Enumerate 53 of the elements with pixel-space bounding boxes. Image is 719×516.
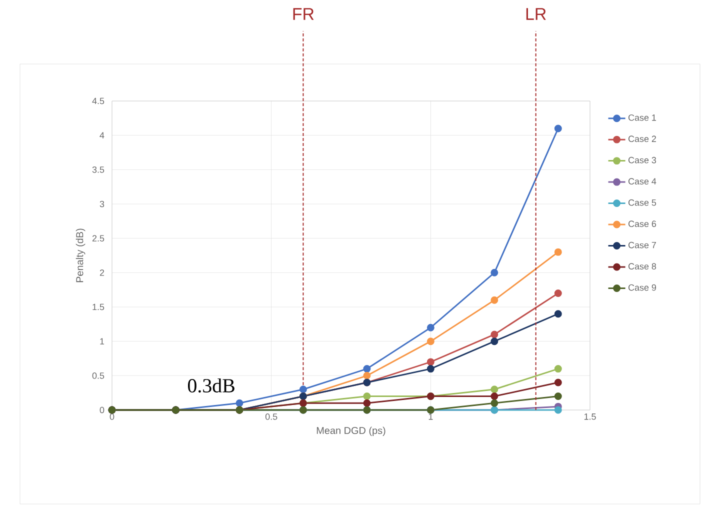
point: [490, 386, 498, 394]
point: [554, 248, 562, 256]
y-tick-label: 0: [100, 406, 104, 414]
y-axis-title: Penalty (dB): [76, 228, 86, 282]
point: [554, 406, 562, 414]
x-tick-label: 1.5: [584, 414, 596, 420]
point: [426, 358, 434, 366]
point: [554, 378, 562, 386]
legend-label: Case 6: [628, 220, 656, 228]
point: [490, 268, 498, 276]
legend-label: Case 3: [628, 156, 656, 164]
y-tick-label: 0.5: [92, 372, 104, 379]
legend-label: Case 8: [628, 263, 656, 270]
x-tick-label: 1: [428, 414, 433, 420]
point: [554, 124, 562, 132]
y-tick-label: 3: [100, 200, 104, 208]
ref-line-label: FR: [293, 8, 314, 20]
y-tick-label: 1.5: [92, 304, 104, 310]
y-tick-label: 4.5: [92, 98, 104, 104]
point: [554, 310, 562, 318]
y-tick-label: 4: [100, 132, 104, 138]
x-tick-label: 0: [110, 414, 114, 420]
x-axis-title: Mean DGD (ps): [316, 426, 386, 436]
point: [299, 386, 307, 394]
point: [490, 392, 498, 400]
point: [426, 324, 434, 332]
legend-label: Case 9: [628, 284, 656, 291]
legend-label: Case 5: [628, 199, 656, 206]
point: [554, 392, 562, 400]
point: [554, 365, 562, 373]
legend-label: Case 2: [628, 136, 656, 142]
point: [490, 338, 498, 346]
point: [490, 330, 498, 338]
point: [426, 365, 434, 373]
point: [426, 338, 434, 346]
point: [554, 290, 562, 298]
point: [363, 365, 371, 373]
point: [363, 399, 371, 407]
legend-label: Case 4: [628, 178, 656, 185]
x-tick-label: 0.5: [265, 414, 278, 420]
point: [490, 399, 498, 407]
legend-label: Case 1: [628, 114, 656, 121]
point: [236, 399, 244, 407]
point: [363, 392, 371, 400]
legend-label: Case 7: [628, 242, 656, 248]
y-tick-label: 2: [100, 270, 104, 276]
annotation: 0.3dB: [188, 378, 234, 393]
ref-line-label: LR: [526, 8, 546, 20]
point: [490, 296, 498, 304]
point: [363, 372, 371, 380]
y-tick-label: 2.5: [92, 235, 104, 242]
y-tick-label: 1: [100, 338, 104, 344]
y-tick-label: 3.5: [92, 166, 104, 173]
